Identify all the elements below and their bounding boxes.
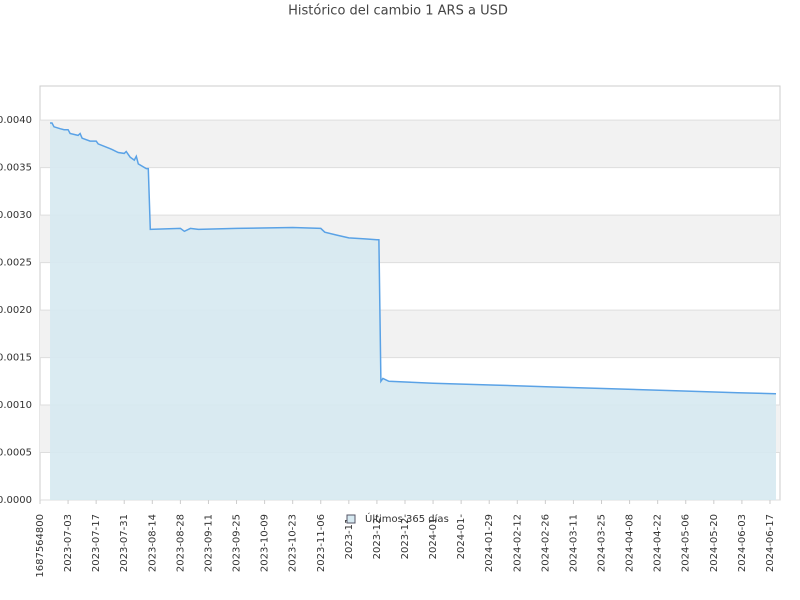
x-tick-label: 2024-01- <box>428 514 439 560</box>
x-tick-label: 1687564800 <box>35 514 46 578</box>
x-tick-label: 2023-08-14 <box>147 514 158 572</box>
y-tick-label: 0.0015 <box>0 353 32 364</box>
x-tick-label: 2024-02-26 <box>540 514 551 572</box>
x-tick-label: 2024-05-20 <box>709 514 720 572</box>
x-tick-label: 2023-10-23 <box>288 514 299 572</box>
legend-swatch <box>346 514 356 524</box>
y-tick-label: 0.0005 <box>0 448 32 459</box>
y-tick-label: 0.0035 <box>0 163 32 174</box>
x-tick-label: 2023-09-25 <box>232 514 243 572</box>
x-tick-label: 2024-01- <box>456 514 467 560</box>
x-tick-label: 2023-10-09 <box>260 514 271 572</box>
x-tick-label: 2023-11- <box>344 514 355 560</box>
x-tick-label: 2023-07-31 <box>119 514 130 572</box>
line <box>50 122 777 395</box>
x-tick-label: 2023-12- <box>372 514 383 560</box>
y-tick-label: 0.0040 <box>0 115 32 126</box>
x-tick-label: 2024-04-08 <box>625 514 636 572</box>
x-tick-label: 2024-06-17 <box>765 514 776 572</box>
x-tick-label: 2024-02-12 <box>512 514 523 572</box>
y-tick-label: 0.0010 <box>0 400 32 411</box>
x-tick-label: 2023-09-11 <box>203 514 214 572</box>
x-tick-label: 2023-11-06 <box>316 514 327 572</box>
x-tick-label: 2023-12- <box>400 514 411 560</box>
x-tick-label: 2023-08-28 <box>175 514 186 572</box>
x-tick-label: 2024-04-22 <box>653 514 664 572</box>
x-tick-label: 2024-05-06 <box>681 514 692 572</box>
x-tick-label: 2024-01-29 <box>484 514 495 572</box>
y-tick-label: 0.0030 <box>0 210 32 221</box>
y-tick-label: 0.0025 <box>0 258 32 269</box>
y-tick-label: 0.0000 <box>0 495 32 506</box>
x-tick-label: 2023-07-17 <box>91 514 102 572</box>
chart-title: Histórico del cambio 1 ARS a USD <box>288 4 508 19</box>
legend-label: Últimos 365 días <box>365 512 449 525</box>
area <box>50 123 776 500</box>
x-tick-label: 2024-03-11 <box>568 514 579 572</box>
x-tick-label: 2024-03-25 <box>597 514 608 572</box>
x-tick-label: 2023-07-03 <box>63 514 74 572</box>
x-tick-label: 2024-06-03 <box>737 514 748 572</box>
y-tick-label: 0.0020 <box>0 305 32 316</box>
grid-band <box>40 120 780 168</box>
